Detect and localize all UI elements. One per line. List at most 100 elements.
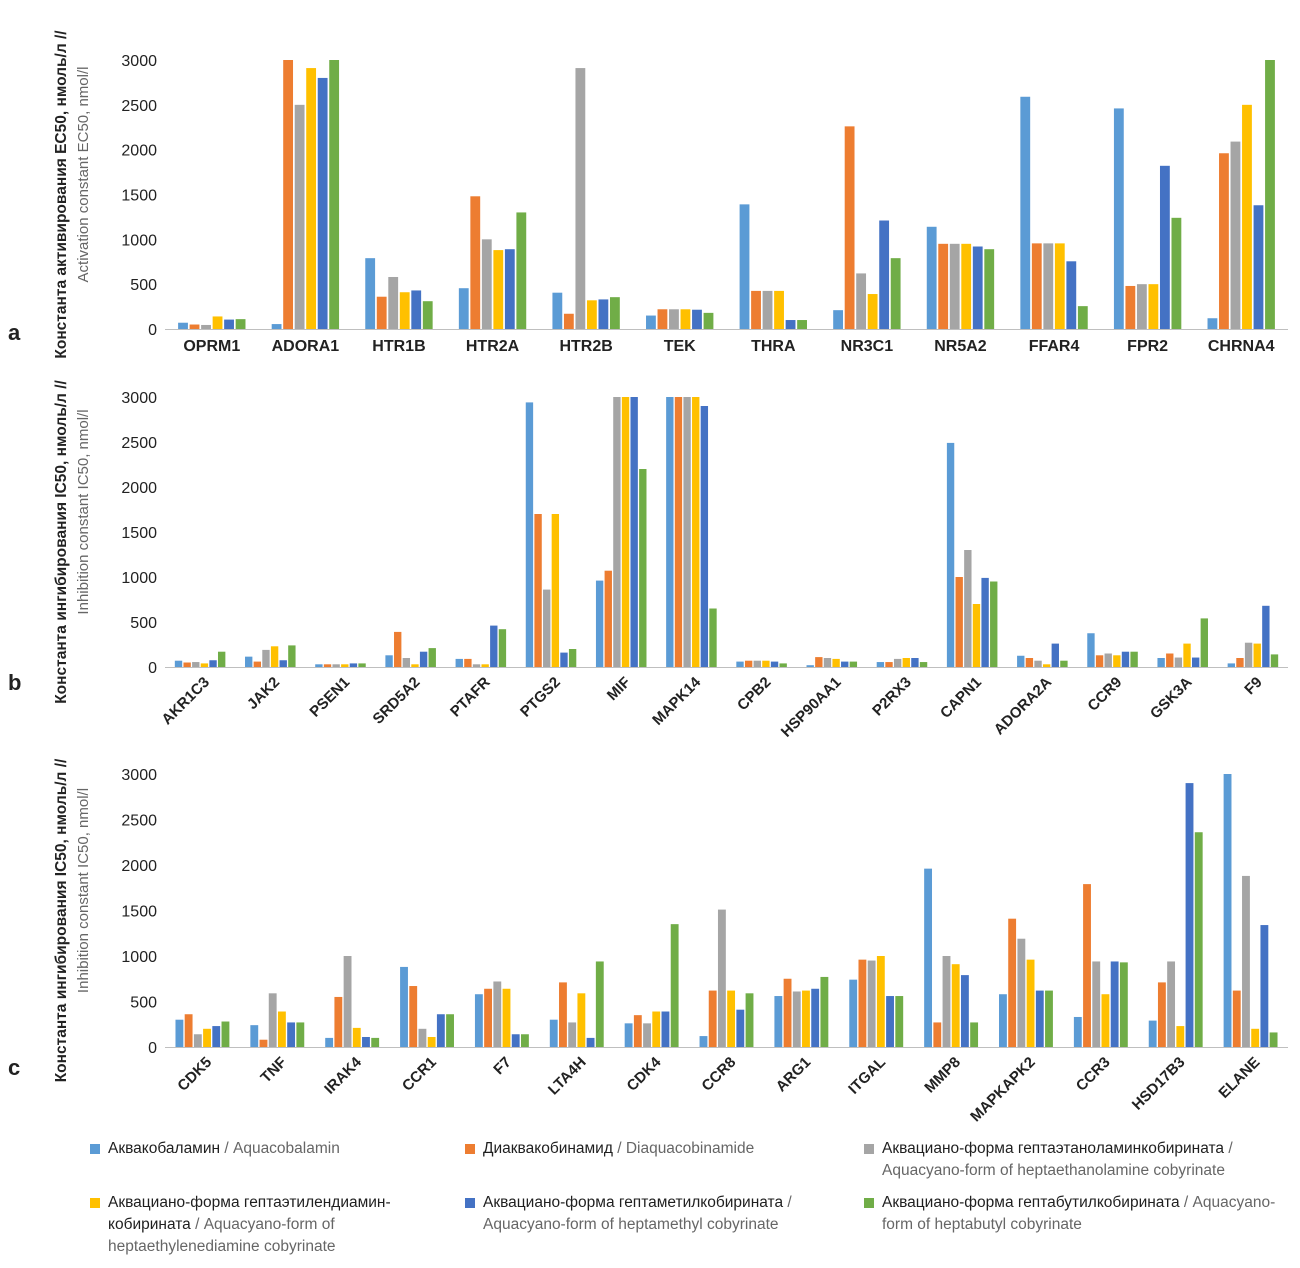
x-tick-label: GSK3A: [1147, 674, 1196, 723]
x-tick-label: PTAFR: [447, 674, 494, 721]
x-tick-label: CHRNA4: [1208, 338, 1275, 355]
x-tick-label: HTR2A: [466, 338, 520, 355]
y-tick-label: 3000: [121, 53, 157, 70]
bar-nr3c1-series-5: [879, 220, 890, 329]
bar-arg1-series-3: [792, 991, 801, 1047]
bar-htr2b-series-3: [575, 68, 586, 329]
bar-cdk5-series-4: [203, 1028, 211, 1047]
legend-label-en: Diaquacobinamide: [625, 1140, 755, 1157]
bar-mapkapk2-series-6: [1045, 990, 1053, 1047]
bar-ptafr-series-3: [472, 664, 481, 667]
legend-swatch-aquacobalamin: [90, 1144, 100, 1154]
bar-nr5a2-series-3: [949, 243, 960, 329]
bar-mapkapk2-series-5: [1035, 990, 1044, 1047]
bar-ccr1-series-4: [427, 1036, 436, 1047]
bar-mif-series-1: [595, 580, 604, 667]
bar-akr1c3-series-5: [209, 660, 217, 667]
bar-jak2-series-1: [245, 656, 253, 667]
bar-elane-series-2: [1232, 990, 1241, 1047]
x-tick-label: OPRM1: [183, 338, 240, 355]
bar-hsd17b3-series-6: [1194, 832, 1203, 1047]
bar-fpr2-series-3: [1136, 284, 1147, 329]
bar-ccr8-series-3: [717, 909, 726, 1047]
bar-fpr2-series-5: [1159, 165, 1170, 329]
bar-psen1-series-6: [358, 663, 366, 667]
x-tick-label: MAPK14: [649, 673, 705, 729]
bar-mif-series-6: [639, 469, 647, 667]
bar-cdk5-series-3: [193, 1034, 202, 1047]
bar-nr3c1-series-2: [844, 126, 855, 329]
bar-ccr3-series-1: [1073, 1016, 1082, 1047]
x-tick-label: CDK4: [624, 1053, 665, 1094]
bar-tek-series-5: [692, 309, 702, 329]
bar-elane-series-1: [1223, 774, 1232, 1047]
bar-htr1b-series-2: [376, 296, 387, 329]
x-tick-label: ADORA1: [272, 338, 340, 355]
legend-swatch-diaquacobinamide: [465, 1144, 475, 1154]
y-axis-label-en: Inhibition constant IC50, nmol/l: [75, 409, 92, 614]
bar-thra-series-6: [797, 320, 807, 329]
bar-ptafr-series-1: [455, 658, 463, 667]
legend-swatch-heptaethanolamine: [864, 1144, 874, 1154]
y-axis-label-en: Inhibition constant IC50, nmol/l: [75, 788, 92, 993]
x-tick-label: MIF: [604, 674, 634, 704]
bar-htr2a-series-3: [481, 239, 492, 329]
y-tick-label: 1000: [121, 232, 157, 249]
bar-tek-series-1: [646, 315, 656, 329]
bar-f9-series-4: [1253, 643, 1261, 667]
x-tick-label: ITGAL: [845, 1054, 889, 1098]
bar-adora1-series-1: [271, 324, 282, 329]
bar-ffar4-series-6: [1077, 306, 1088, 329]
bar-arg1-series-5: [811, 988, 820, 1047]
y-axis-label-ru: Константа ингибирования IC50, нмоль/л //: [53, 758, 70, 1082]
bar-chrna4-series-4: [1242, 104, 1252, 329]
bar-srd5a2-series-5: [419, 651, 428, 667]
bar-adora2a-series-5: [1051, 643, 1059, 667]
bar-ffar4-series-1: [1020, 96, 1031, 329]
bar-htr2a-series-2: [470, 196, 481, 329]
bar-adora1-series-5: [317, 77, 328, 329]
x-tick-label: HSP90AA1: [778, 674, 845, 741]
bar-fpr2-series-4: [1148, 284, 1159, 329]
bar-ccr8-series-6: [745, 993, 754, 1047]
bar-capn1-series-2: [955, 577, 963, 667]
x-tick-label: AKR1C3: [158, 674, 212, 728]
x-tick-label: CCR3: [1073, 1054, 1114, 1095]
x-tick-label: MMP8: [921, 1054, 964, 1097]
bar-cdk4-series-4: [652, 1011, 661, 1047]
bar-akr1c3-series-6: [217, 651, 226, 667]
x-tick-label: JAK2: [244, 674, 283, 713]
y-tick-label: 1500: [121, 904, 157, 921]
bar-jak2-series-3: [262, 649, 270, 667]
bar-arg1-series-6: [820, 976, 829, 1047]
bar-adora2a-series-4: [1042, 664, 1051, 667]
legend-label-ru: Аквациано-форма гептабутилкобирината: [882, 1194, 1180, 1211]
panel-letter: c: [8, 1055, 20, 1080]
y-tick-label: 2500: [121, 813, 157, 830]
bar-p2rx3-series-2: [885, 662, 893, 667]
bar-tek-series-2: [657, 309, 668, 329]
bar-ccr9-series-4: [1113, 655, 1121, 667]
bar-gsk3a-series-4: [1183, 643, 1191, 667]
bar-htr2a-series-5: [504, 249, 515, 329]
bar-f7-series-4: [502, 988, 511, 1047]
legend-label-ru: Аквациано-форма гептаэтаноламинкобиринат…: [882, 1140, 1225, 1157]
bar-hsd17b3-series-1: [1148, 1020, 1157, 1047]
bar-f9-series-3: [1244, 642, 1253, 667]
bar-chrna4-series-5: [1253, 205, 1264, 329]
y-tick-label: 500: [130, 277, 157, 294]
bar-nr5a2-series-2: [938, 243, 949, 329]
bar-mapk14-series-2: [674, 397, 683, 667]
bar-gsk3a-series-1: [1157, 658, 1165, 667]
bar-mmp8-series-3: [942, 956, 951, 1047]
bar-mif-series-5: [630, 397, 638, 667]
bar-capn1-series-3: [964, 550, 972, 667]
bar-ccr8-series-2: [708, 990, 717, 1047]
bar-tek-series-3: [669, 309, 679, 329]
bar-htr1b-series-3: [388, 276, 399, 329]
bar-chrna4-series-6: [1265, 60, 1275, 329]
y-tick-label: 2500: [121, 435, 157, 452]
x-tick-label: TNF: [257, 1054, 290, 1087]
bar-htr2b-series-2: [563, 313, 574, 329]
bar-adora2a-series-2: [1025, 658, 1034, 667]
